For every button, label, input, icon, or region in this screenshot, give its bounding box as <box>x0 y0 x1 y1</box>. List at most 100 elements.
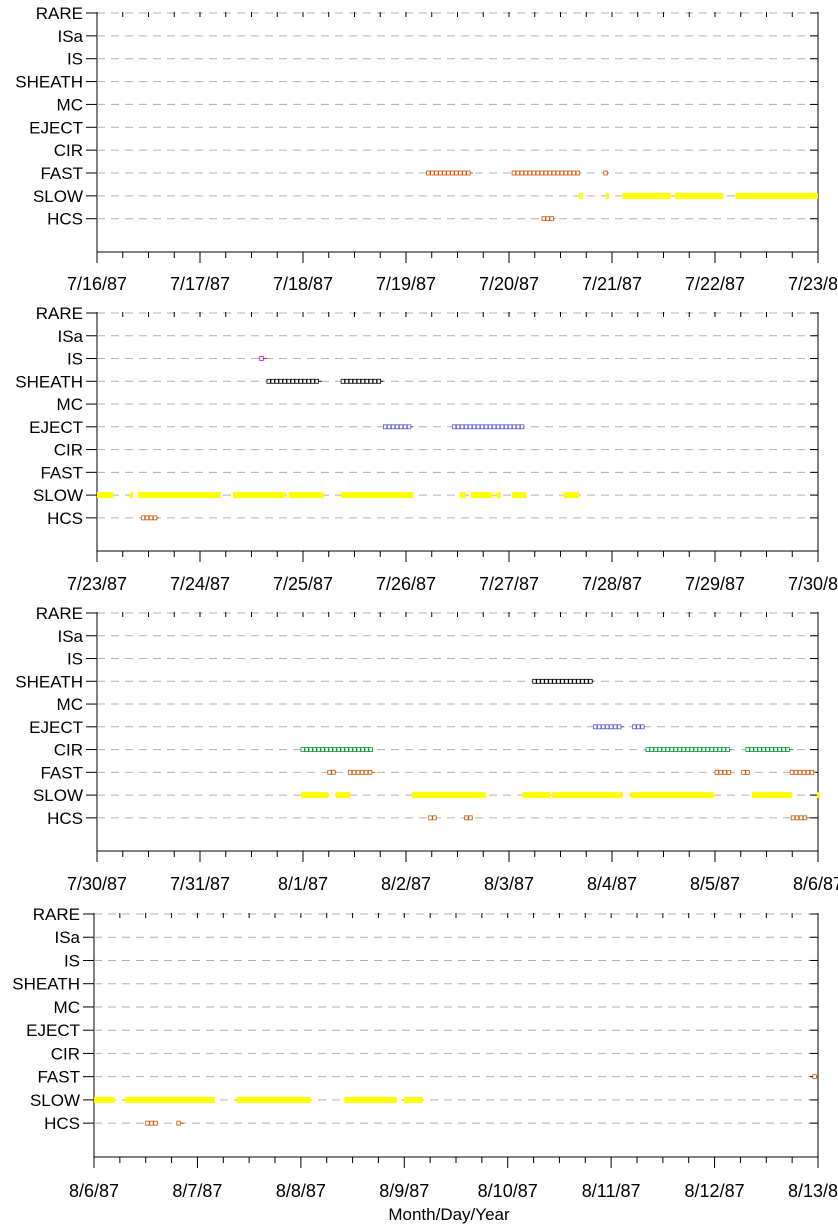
interval-marker <box>515 424 521 430</box>
interval-fast <box>347 769 376 775</box>
interval-marker <box>597 724 602 730</box>
category-label-sheath: SHEATH <box>15 73 83 92</box>
interval-marker <box>801 769 807 775</box>
category-label-hcs: HCS <box>47 809 83 828</box>
interval-eject <box>632 724 645 730</box>
interval-slow <box>232 492 286 499</box>
interval-slow <box>630 792 714 799</box>
interval-marker <box>555 170 560 176</box>
interval-marker <box>588 678 593 684</box>
interval-marker <box>310 378 315 384</box>
interval-marker <box>564 678 569 684</box>
interval-marker <box>515 170 520 176</box>
interval-marker <box>430 170 435 176</box>
interval-marker <box>464 815 469 821</box>
interval-marker <box>352 378 358 384</box>
interval-marker <box>539 170 544 176</box>
interval-marker <box>789 769 795 775</box>
x-tick-label: 8/13/87 <box>788 1181 838 1201</box>
interval-marker <box>360 747 365 752</box>
interval-marker <box>359 769 365 775</box>
interval-marker <box>697 747 702 752</box>
interval-marker <box>777 747 782 752</box>
category-label-fast: FAST <box>40 164 83 183</box>
interval-slow <box>496 492 501 499</box>
interval-marker <box>536 678 541 684</box>
interval-marker <box>286 378 291 384</box>
interval-marker <box>270 378 275 384</box>
interval-marker <box>812 1074 817 1080</box>
category-label-eject: EJECT <box>26 1021 80 1040</box>
interval-marker <box>467 424 473 430</box>
interval-marker <box>545 216 550 222</box>
x-tick-label: 8/4/87 <box>587 874 637 894</box>
interval-marker <box>327 769 332 775</box>
category-label-isa: ISa <box>57 27 83 46</box>
category-label-is: IS <box>67 50 83 69</box>
x-tick-label: 7/23/87 <box>788 274 838 294</box>
interval-marker <box>459 424 465 430</box>
category-label-isa: ISa <box>57 327 83 346</box>
x-tick-label: 8/5/87 <box>690 874 740 894</box>
interval-marker <box>451 424 457 430</box>
interval-slow <box>605 192 609 199</box>
category-label-slow: SLOW <box>30 1091 80 1110</box>
category-label-eject: EJECT <box>29 418 83 437</box>
interval-marker <box>575 170 580 176</box>
interval-marker <box>355 769 361 775</box>
interval-sheath <box>340 378 384 384</box>
interval-marker <box>556 678 561 684</box>
x-tick-label: 8/6/87 <box>69 1181 119 1201</box>
interval-marker <box>568 678 573 684</box>
interval-slow <box>512 492 527 499</box>
interval-marker <box>290 378 295 384</box>
interval-marker <box>352 747 357 752</box>
interval-marker <box>790 815 796 821</box>
category-label-mc: MC <box>54 998 80 1017</box>
category-label-rare: RARE <box>36 604 83 623</box>
category-label-fast: FAST <box>40 463 83 482</box>
interval-slow <box>97 492 114 499</box>
interval-marker <box>364 378 370 384</box>
interval-slow <box>735 192 818 199</box>
interval-slow <box>412 792 487 799</box>
interval-sheath <box>532 678 594 684</box>
x-tick-label: 7/21/87 <box>582 274 642 294</box>
x-tick-label: 8/12/87 <box>685 1181 745 1201</box>
interval-marker <box>549 216 554 222</box>
category-label-hcs: HCS <box>47 509 83 528</box>
interval-marker <box>765 747 770 752</box>
interval-marker <box>259 356 264 361</box>
interval-marker <box>685 747 690 752</box>
interval-marker <box>519 170 524 176</box>
interval-marker <box>572 678 577 684</box>
interval-marker <box>394 424 400 430</box>
interval-marker <box>455 424 461 430</box>
interval-marker <box>406 424 412 430</box>
interval-marker <box>714 769 719 775</box>
interval-marker <box>145 1120 150 1126</box>
interval-marker <box>356 747 361 752</box>
interval-marker <box>681 747 686 752</box>
interval-marker <box>324 747 329 752</box>
interval-marker <box>507 424 513 430</box>
interval-marker <box>149 1120 154 1126</box>
interval-marker <box>718 769 723 775</box>
interval-marker <box>769 747 774 752</box>
interval-marker <box>745 747 750 752</box>
interval-fast <box>741 769 751 775</box>
interval-marker <box>356 378 362 384</box>
interval-marker <box>669 747 674 752</box>
interval-hcs <box>790 815 810 821</box>
interval-fast <box>511 170 582 176</box>
interval-marker <box>580 678 585 684</box>
category-label-hcs: HCS <box>44 1114 80 1133</box>
interval-marker <box>499 424 505 430</box>
interval-marker <box>454 170 459 176</box>
interval-marker <box>531 170 536 176</box>
interval-marker <box>347 769 353 775</box>
interval-fast <box>426 170 473 176</box>
interval-fast <box>714 769 732 775</box>
interval-fast <box>603 170 609 176</box>
